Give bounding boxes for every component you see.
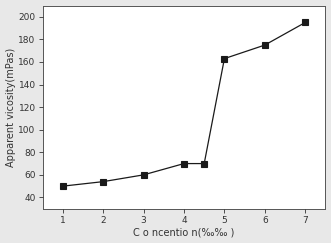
- X-axis label: C o ncentio n(‰‰ ): C o ncentio n(‰‰ ): [133, 227, 235, 237]
- Y-axis label: Apparent vicosity(mPas): Apparent vicosity(mPas): [6, 48, 16, 167]
